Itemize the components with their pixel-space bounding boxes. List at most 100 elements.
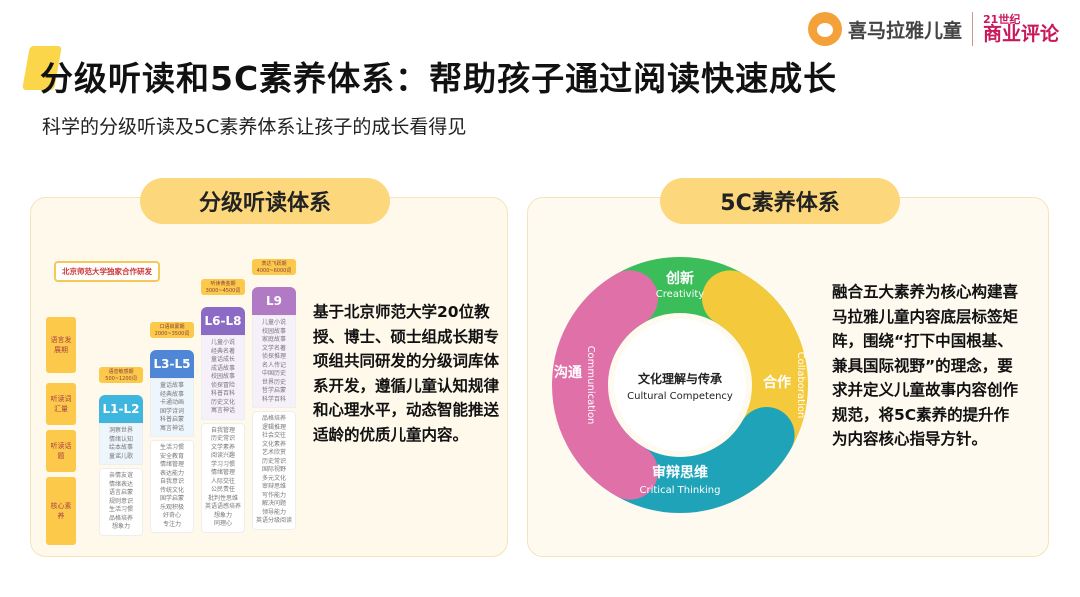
topic-list: 儿童小说 经典名著 童话成长 成语故事 校园故事 侦探冒险 科普百科 历史文化 寓言神话 xyxy=(201,335,245,420)
ring-label: Communication xyxy=(585,346,596,425)
topic-item: 绘本故事 xyxy=(108,444,133,451)
level-column: L9 儿童小说 校园故事 家庭故事 文学名著 侦探推理 名人传记 中国历史 世界历史 哲学启蒙 科学… xyxy=(252,287,296,530)
topic-item: 儿童小说 xyxy=(210,339,235,346)
topic-item: 侦探推理 xyxy=(261,353,286,360)
page-subtitle: 科学的分级听读及5C素养体系让孩子的成长看得见 xyxy=(42,116,467,138)
stage-tag: 语音敏感期 500~1200词 xyxy=(99,367,143,383)
level-header: L3-L5 xyxy=(150,350,194,378)
topic-item: 哲学启蒙 xyxy=(261,387,286,394)
row-label: 语言发展期 xyxy=(46,317,76,373)
ring-label: Creativity xyxy=(656,289,704,300)
topic-item: 名人传记 xyxy=(261,361,286,369)
level-column: L1-L2 洞察世界 情绪认知 绘本故事 童谣儿歌 亲情友谊 情绪表达 语言启蒙 规则意识 生活习… xyxy=(99,395,143,536)
magazine-logo: 21世纪 商业评论 xyxy=(983,13,1060,45)
core-item: 英语分级阅读 xyxy=(255,517,292,524)
topic-item: 侦探冒险 xyxy=(210,381,235,389)
row-label: 听读词汇量 xyxy=(46,383,76,425)
core-item: 同理心 xyxy=(213,520,232,527)
core-item: 文学素养 xyxy=(210,443,235,451)
ring-label: 沟通 xyxy=(554,364,582,381)
center-circle xyxy=(614,319,746,451)
core-item: 自我意识 xyxy=(159,478,184,485)
topic-item: 中国历史 xyxy=(261,370,286,377)
page-title: 分级听读和5C素养体系：帮助孩子通过阅读快速成长 xyxy=(40,59,838,98)
core-item: 表达能力 xyxy=(159,469,184,477)
core-item: 专注力 xyxy=(162,520,181,528)
level-column: L6-L8 儿童小说 经典名著 童话成长 成语故事 校园故事 侦探冒险 科普百科 历史文化 寓言神… xyxy=(201,307,245,533)
core-item: 英语语感培养 xyxy=(204,503,241,510)
core-item: 逻辑推理 xyxy=(261,423,286,431)
row-label: 核心素养 xyxy=(46,477,76,545)
stage-tag: 听读黄金期 3000~4500词 xyxy=(201,279,245,295)
level-header: L9 xyxy=(252,287,296,315)
core-item: 公民责任 xyxy=(210,486,235,493)
5c-ring-diagram: 文化理解与传承 Cultural Competency 创新 Creativity 合作… xyxy=(552,257,808,513)
core-list: 亲情友谊 情绪表达 语言启蒙 规则意识 生活习惯 品格培养 想象力 xyxy=(99,468,143,536)
row-label: 听读话题 xyxy=(46,430,76,472)
core-item: 想象力 xyxy=(213,511,232,519)
core-item: 规则意识 xyxy=(108,497,133,505)
core-item: 情绪管理 xyxy=(210,469,235,476)
ring-label: 文化理解与传承 xyxy=(638,371,722,386)
core-item: 生活习惯 xyxy=(108,506,133,513)
logo: 喜马拉雅儿童 21世纪 商业评论 xyxy=(808,12,1059,46)
core-item: 写作能力 xyxy=(261,491,286,499)
topic-item: 世界历史 xyxy=(261,378,286,386)
topic-item: 寓言神话 xyxy=(159,424,184,432)
core-item: 生活习惯 xyxy=(159,444,184,451)
graded-reading-diagram: 北京师范大学独家合作研发 语言发展期 听读词汇量 听读话题 核心素养 语音敏感期 500~… xyxy=(46,255,302,545)
core-item: 学习习惯 xyxy=(210,460,235,468)
stage-tag: 表达飞跃期 4000~6000词 xyxy=(252,259,296,275)
5c-description: 融合五大素养为核心构建喜马拉雅儿童内容底层标签矩阵，围绕“打下中国根基、兼具国际… xyxy=(832,283,1019,448)
ring-label: Critical Thinking xyxy=(640,485,721,496)
stage-tag: 口语启蒙期 2000~3500词 xyxy=(150,322,194,338)
core-item: 多元文化 xyxy=(261,474,286,482)
mascot-icon xyxy=(808,12,842,46)
topic-item: 科普百科 xyxy=(210,390,235,397)
ring-label: Cultural Competency xyxy=(627,391,733,402)
brand-name: 喜马拉雅儿童 xyxy=(848,19,963,42)
level-column: L3-L5 童话故事 经典故事 卡通动画 国学诗词 科普启蒙 寓言神话 生活习惯 安全教育 情绪管… xyxy=(150,350,194,533)
topic-item: 家庭故事 xyxy=(261,336,286,343)
ring-label: 创新 xyxy=(665,270,694,287)
topic-item: 童话成长 xyxy=(210,356,235,363)
segment-communication xyxy=(552,270,658,500)
topic-item: 校园故事 xyxy=(261,327,286,335)
core-item: 传统文化 xyxy=(159,486,184,494)
level-header: L1-L2 xyxy=(99,395,143,423)
topic-item: 历史文化 xyxy=(210,398,235,406)
topic-list: 儿童小说 校园故事 家庭故事 文学名著 侦探推理 名人传记 中国历史 世界历史 哲学启蒙 科学百科 xyxy=(252,315,296,408)
ring-label: 审辩思维 xyxy=(652,464,708,481)
core-item: 品格培养 xyxy=(261,415,286,422)
5c-header: 5C素养体系 xyxy=(660,178,900,224)
topic-item: 洞察世界 xyxy=(108,427,133,434)
topic-item: 科普启蒙 xyxy=(159,416,184,423)
divider xyxy=(972,12,974,46)
core-item: 国学启蒙 xyxy=(159,495,184,502)
core-item: 历史常识 xyxy=(261,457,286,465)
graded-reading-description: 基于北京师范大学20位教授、博士、硕士组成长期专项组共同研发的分级词库体系开发，… xyxy=(313,303,500,444)
core-item: 审辩思维 xyxy=(261,483,286,490)
core-item: 品格培养 xyxy=(108,514,133,522)
topic-item: 科学百科 xyxy=(261,395,286,403)
core-item: 批判性思维 xyxy=(207,494,238,502)
core-item: 情绪表达 xyxy=(108,480,133,488)
core-item: 情绪管理 xyxy=(159,461,184,468)
core-item: 好奇心 xyxy=(162,512,181,519)
topic-list: 洞察世界 情绪认知 绘本故事 童谣儿歌 xyxy=(99,423,143,465)
topic-item: 成语故事 xyxy=(210,364,235,372)
core-item: 自我管理 xyxy=(210,426,235,434)
topic-item: 情绪认知 xyxy=(108,435,133,443)
topic-list: 童话故事 经典故事 卡通动画 国学诗词 科普启蒙 寓言神话 xyxy=(150,378,194,437)
graded-reading-header: 分级听读体系 xyxy=(140,178,390,224)
core-item: 语言启蒙 xyxy=(108,489,133,496)
topic-item: 儿童小说 xyxy=(261,319,286,326)
topic-item: 寓言神话 xyxy=(210,407,235,414)
ring-label: Collaboration xyxy=(795,352,806,419)
core-item: 解决问题 xyxy=(261,500,286,507)
topic-item: 童话故事 xyxy=(159,382,184,389)
core-item: 历史常识 xyxy=(210,435,235,442)
core-list: 自我管理 历史常识 文学素养 阅读兴趣 学习习惯 情绪管理 人际交往 公民责任 批判性思维 英语语… xyxy=(201,422,245,533)
topic-item: 校园故事 xyxy=(210,373,235,380)
core-item: 想象力 xyxy=(111,523,130,530)
